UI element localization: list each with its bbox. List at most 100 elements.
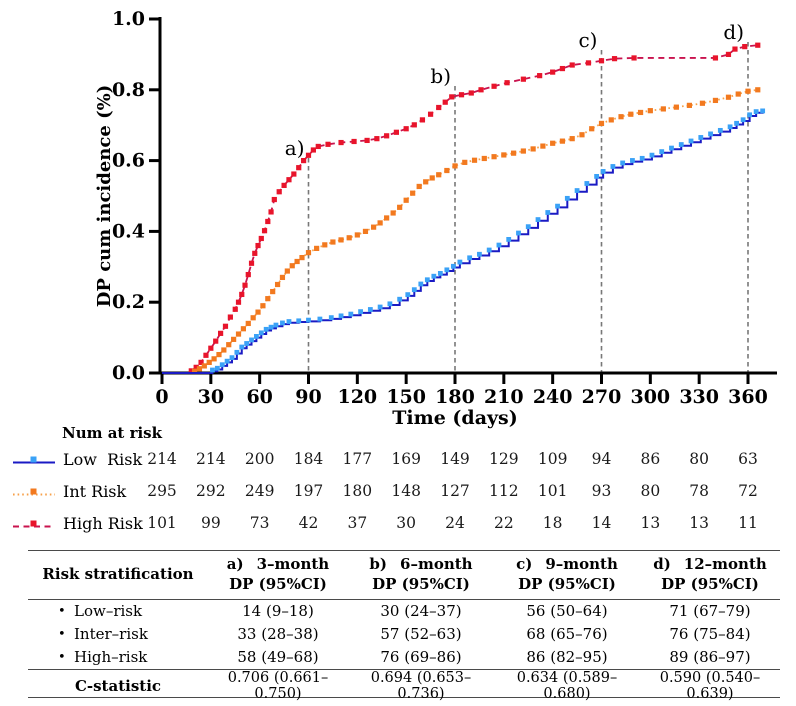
data-marker <box>193 364 199 370</box>
data-marker <box>255 309 261 315</box>
data-marker <box>210 367 215 373</box>
data-marker <box>520 76 526 82</box>
data-marker <box>214 365 220 371</box>
data-marker <box>348 311 354 317</box>
table-header-c-9month: c) 9–month DP (95%CI) <box>494 554 640 595</box>
incidence-value-cell: 76 (75–84) <box>669 625 751 643</box>
data-marker <box>639 155 645 161</box>
num-at-risk-value: 169 <box>391 450 421 468</box>
data-marker <box>367 307 373 312</box>
incidence-value-cell: 14 (9–18) <box>242 602 314 620</box>
data-marker <box>424 277 430 283</box>
data-marker <box>491 83 497 89</box>
data-marker <box>628 111 634 117</box>
num-at-risk-value: 112 <box>489 482 519 500</box>
data-marker <box>314 245 320 251</box>
bullet-icon: • <box>58 604 66 619</box>
data-marker <box>203 352 209 358</box>
num-at-risk-value: 94 <box>591 450 612 468</box>
legend-label: High Risk <box>63 514 143 533</box>
num-at-risk-value: 184 <box>293 450 324 468</box>
data-marker <box>305 250 312 256</box>
data-marker <box>436 172 442 178</box>
x-tick-label: 150 <box>386 386 426 408</box>
num-at-risk-value: 78 <box>689 482 710 500</box>
data-marker <box>371 224 377 230</box>
table-header-d-12month: d) 12–month DP (95%CI) <box>640 554 780 595</box>
data-marker <box>258 330 264 336</box>
c-statistic-value-cell: 0.694 (0.653–0.736) <box>370 669 472 702</box>
x-tick-label: 60 <box>246 386 272 408</box>
data-marker <box>310 147 316 153</box>
data-marker <box>564 195 570 201</box>
legend-line-icon <box>13 456 55 464</box>
num-at-risk-value: 42 <box>298 514 319 532</box>
num-at-risk-value: 129 <box>489 450 519 468</box>
legend-label: Low Risk <box>63 450 143 469</box>
data-marker <box>346 235 352 241</box>
x-tick-label: 120 <box>337 386 377 408</box>
data-marker <box>410 190 416 196</box>
data-marker <box>550 140 556 146</box>
x-tick-label: 210 <box>484 386 524 408</box>
data-marker <box>411 287 417 293</box>
c-statistic-value-cell: 0.590 (0.540–0.639) <box>659 669 761 702</box>
data-marker <box>397 296 403 302</box>
series-markers-high-risk <box>188 42 761 374</box>
data-marker <box>235 331 242 337</box>
data-marker <box>755 87 761 93</box>
row-label-cell: • Inter–risk <box>28 625 208 643</box>
cumulative-incidence-chart: 0.0 0.2 0.4 0.6 0.8 1.0 0 30 60 90 120 150 180 210 240… <box>94 8 777 429</box>
data-marker <box>364 137 370 144</box>
data-marker <box>188 368 194 374</box>
data-marker <box>219 362 225 368</box>
data-marker <box>429 175 435 181</box>
num-at-risk-value: 148 <box>391 482 421 500</box>
data-marker <box>740 117 746 123</box>
data-marker <box>745 88 751 94</box>
table-header-row: Risk stratification a) 3–month DP (95%CI) b)… <box>28 551 780 600</box>
x-tick-label: 0 <box>155 386 168 408</box>
data-marker <box>444 267 450 273</box>
data-marker <box>712 55 719 61</box>
data-marker <box>242 282 248 288</box>
data-marker <box>255 242 261 249</box>
table-header-risk-stratification: Risk stratification <box>42 565 194 584</box>
data-marker <box>418 281 424 287</box>
data-marker <box>268 209 274 215</box>
num-at-risk-value: 37 <box>347 514 368 532</box>
c-statistic-value-cell: 0.706 (0.661–0.750) <box>227 669 329 702</box>
data-marker <box>649 152 655 158</box>
data-marker <box>351 138 357 145</box>
row-label: Low–risk <box>74 602 143 620</box>
data-marker <box>328 315 334 321</box>
data-marker <box>286 319 292 324</box>
data-marker <box>760 108 766 114</box>
data-marker <box>584 181 590 186</box>
data-marker <box>218 330 224 336</box>
num-at-risk-value: 63 <box>738 450 758 468</box>
data-marker <box>610 164 616 169</box>
table-row-low-risk: • Low–risk 14 (9–18) 30 (24–37) 56 (50–64) 71… <box>28 600 780 623</box>
data-marker <box>555 203 560 209</box>
x-tick-label: 30 <box>198 386 224 408</box>
x-tick-label: 300 <box>630 386 670 408</box>
data-marker <box>511 150 517 156</box>
num-at-risk-value: 109 <box>537 450 568 468</box>
data-marker <box>444 167 450 174</box>
data-marker <box>688 138 694 144</box>
y-tick-label: 0.4 <box>112 220 145 242</box>
y-tick-label: 0.2 <box>112 291 145 313</box>
data-marker <box>286 177 292 183</box>
data-marker <box>239 344 245 350</box>
table-row-inter-risk: • Inter–risk 33 (28–38) 57 (52–63) 68 (65–76… <box>28 623 780 646</box>
data-marker <box>708 131 713 137</box>
data-marker <box>294 258 300 265</box>
data-marker <box>227 314 233 320</box>
column-title: 6–month <box>400 555 473 573</box>
data-marker <box>234 349 240 355</box>
num-at-risk-title: Num at risk <box>62 424 163 442</box>
y-tick-label: 0.8 <box>112 79 145 101</box>
data-marker <box>224 358 230 364</box>
